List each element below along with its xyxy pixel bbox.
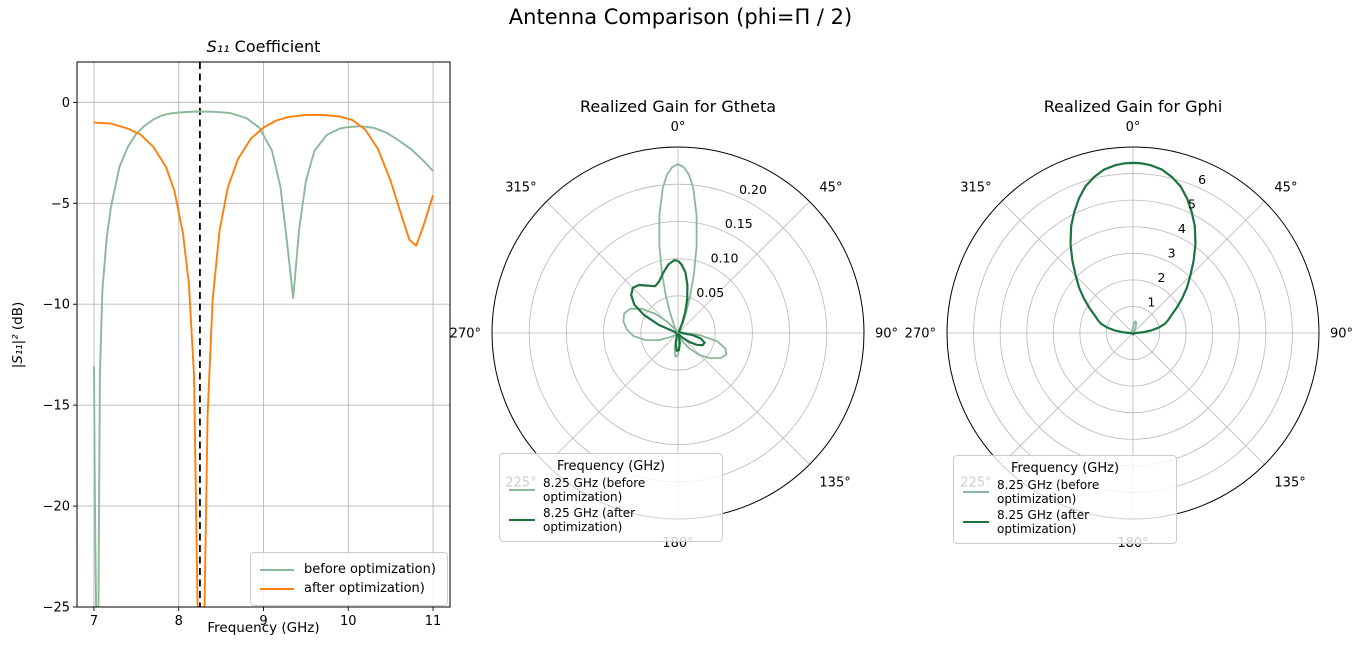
theta-tick-label: 0°	[671, 120, 686, 135]
theta-tick-label: 135°	[1274, 475, 1305, 490]
r-tick-label: 0.05	[696, 285, 724, 300]
legend-entry: 8.25 GHz (after optimization)	[963, 508, 1167, 536]
polar-grid	[947, 147, 1319, 519]
legend-label: before optimization)	[304, 562, 436, 577]
s11-axes-title: S₁₁ Coefficient	[77, 37, 450, 56]
x-tick-label: 7	[90, 614, 98, 629]
y-tick-label: −15	[43, 399, 70, 414]
series-before-optimization	[93, 110, 434, 607]
legend-line-swatch-before	[509, 489, 535, 491]
x-tick-label: 10	[340, 614, 357, 629]
legend-entry: 8.25 GHz (before optimization)	[963, 478, 1167, 506]
s11-ylabel-math: |S₁₁|²	[10, 334, 26, 369]
s11-legend: before optimization) after optimization)	[250, 552, 448, 606]
gphi-axes-title: Realized Gain for Gphi	[1043, 97, 1223, 116]
series-8-25-ghz-after-optimization	[630, 259, 706, 352]
theta-tick-label: 315°	[960, 181, 991, 196]
s11-xaxis-label: Frequency (GHz)	[207, 620, 320, 636]
r-tick-label: 1	[1147, 295, 1155, 310]
r-tick-label: 4	[1178, 221, 1186, 236]
s11-title-rest: Coefficient	[229, 37, 321, 56]
y-tick-label: −5	[51, 197, 70, 212]
theta-tick-label: 135°	[819, 475, 850, 490]
r-tick-label: 0.15	[725, 216, 753, 231]
gtheta-legend: Frequency (GHz) 8.25 GHz (before optimiz…	[499, 453, 723, 542]
r-tick-label: 2	[1157, 270, 1165, 285]
theta-tick-label: 315°	[505, 181, 536, 196]
theta-tick-label: 270°	[450, 327, 481, 342]
x-tick-label: 11	[425, 614, 442, 629]
s11-ylabel-rest: (dB)	[10, 301, 26, 335]
legend-label: 8.25 GHz (after optimization)	[997, 508, 1090, 536]
legend-label: 8.25 GHz (before optimization)	[997, 478, 1100, 506]
legend-line-swatch-after	[509, 519, 535, 521]
r-tick-label: 0.20	[739, 182, 767, 197]
legend-title: Frequency (GHz)	[556, 459, 666, 474]
legend-line-swatch-after	[963, 521, 989, 523]
theta-tick-label: 45°	[819, 181, 842, 196]
legend-label: 8.25 GHz (after optimization)	[543, 506, 636, 534]
series-8-25-ghz-after-optimization	[1069, 161, 1197, 336]
theta-tick-label: 45°	[1274, 181, 1297, 196]
figure-title: Antenna Comparison (phi=Π / 2)	[0, 5, 1361, 29]
r-tick-label: 3	[1168, 246, 1176, 261]
tick-labels: 7 8 9 10 11 0 −5 −10 −15 −20 −25	[43, 96, 442, 629]
legend-label: 8.25 GHz (before optimization)	[543, 476, 646, 504]
y-tick-label: −25	[43, 601, 70, 616]
y-tick-label: 0	[62, 96, 70, 111]
theta-tick-label: 0°	[1126, 120, 1141, 135]
legend-line-swatch-after	[260, 587, 294, 590]
theta-tick-label: 90°	[875, 327, 898, 342]
legend-label: after optimization)	[304, 581, 425, 596]
y-tick-label: −10	[43, 298, 70, 313]
r-tick-label: 5	[1188, 196, 1196, 211]
legend-line-swatch-before	[963, 491, 989, 493]
x-tick-label: 9	[259, 614, 267, 629]
legend-line-swatch-before	[260, 568, 294, 571]
y-tick-label: −20	[43, 500, 70, 515]
theta-tick-label: 90°	[1330, 327, 1353, 342]
gphi-legend: Frequency (GHz) 8.25 GHz (before optimiz…	[953, 455, 1177, 544]
r-tick-label: 0.10	[711, 250, 739, 265]
legend-entry: 8.25 GHz (after optimization)	[509, 506, 713, 534]
legend-title: Frequency (GHz)	[1010, 461, 1120, 476]
figure-title-text: Antenna Comparison (phi=Π / 2)	[508, 5, 853, 29]
legend-entry: after optimization)	[260, 581, 438, 596]
legend-entry: before optimization)	[260, 562, 438, 577]
series-after-optimization	[93, 113, 434, 607]
s11-title-math: S₁₁	[206, 37, 230, 56]
legend-entry: 8.25 GHz (before optimization)	[509, 476, 713, 504]
tick-marks	[73, 101, 434, 611]
x-tick-label: 8	[175, 614, 183, 629]
s11-yaxis-label: |S₁₁|² (dB)	[10, 240, 26, 430]
r-tick-label: 6	[1198, 172, 1206, 187]
theta-tick-label: 270°	[905, 327, 936, 342]
gtheta-axes-title: Realized Gain for Gtheta	[579, 97, 777, 116]
